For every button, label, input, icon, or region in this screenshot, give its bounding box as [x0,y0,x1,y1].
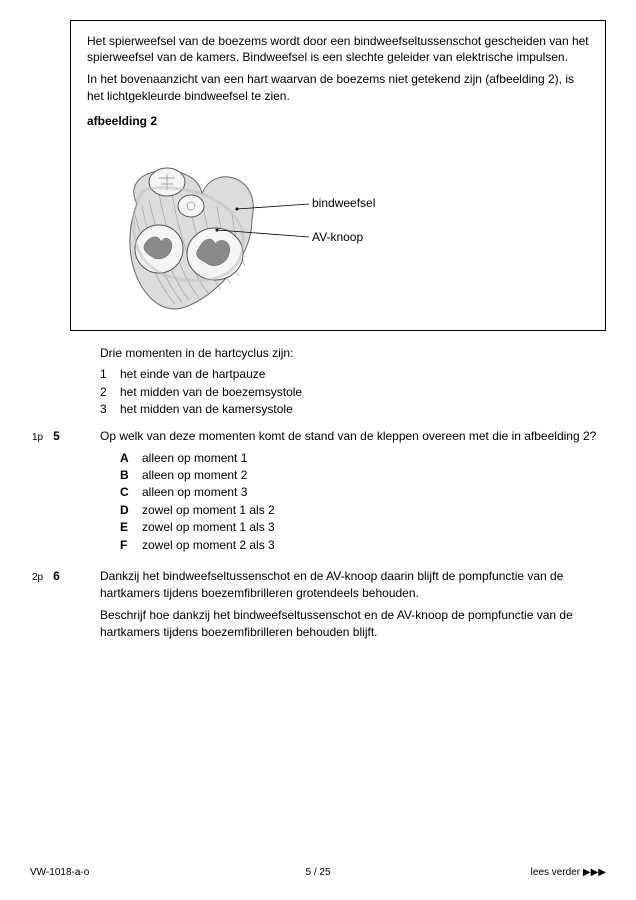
option-row: Aalleen op moment 1 [120,450,606,467]
moment-row: 3 het midden van de kamersystole [100,401,606,418]
question-text: Beschrijf hoe dankzij het bindweefseltus… [100,607,606,642]
option-row: Ezowel op moment 1 als 3 [120,519,606,536]
arrow-right-icon: ▶▶▶ [583,867,606,878]
moments-intro: Drie momenten in de hartcyclus zijn: [100,345,606,362]
option-row: Fzowel op moment 2 als 3 [120,537,606,554]
question-6: Dankzij het bindweefseltussenschot en de… [100,568,606,642]
points-label: 2p [32,571,43,586]
box-paragraph-2: In het bovenaanzicht van een hart waarva… [87,71,589,103]
footer-page-number: 5 / 25 [305,867,330,878]
callout-bindweefsel: bindweefsel [312,197,375,209]
question-number: 5 [53,428,60,445]
option-row: Dzowel op moment 1 als 2 [120,502,606,519]
question-5: 1p 5 Op welk van deze momenten komt de s… [100,428,606,554]
question-number: 6 [53,568,60,585]
footer-left: VW-1018-a-o [30,867,89,878]
info-box: Het spierweefsel van de boezems wordt do… [70,20,606,331]
footer-right: lees verder ▶▶▶ [531,867,606,878]
moment-row: 2 het midden van de boezemsystole [100,384,606,401]
option-row: Balleen op moment 2 [120,467,606,484]
points-label: 1p [32,431,43,446]
question-text: Op welk van deze momenten komt de stand … [100,428,606,445]
callout-avknoop: AV-knoop [312,231,363,243]
options-list: Aalleen op moment 1 Balleen op moment 2 … [120,450,606,554]
footer: VW-1018-a-o 5 / 25 lees verder ▶▶▶ [30,867,606,878]
option-row: Calleen op moment 3 [120,484,606,501]
heart-diagram [87,134,387,314]
moments-block: Drie momenten in de hartcyclus zijn: 1 h… [100,345,606,419]
box-paragraph-1: Het spierweefsel van de boezems wordt do… [87,33,589,65]
question-intro: Dankzij het bindweefseltussenschot en de… [100,568,606,603]
figure-2: bindweefsel AV-knoop [87,134,387,314]
moment-row: 1 het einde van de hartpauze [100,366,606,383]
figure-label: afbeelding 2 [87,114,589,128]
